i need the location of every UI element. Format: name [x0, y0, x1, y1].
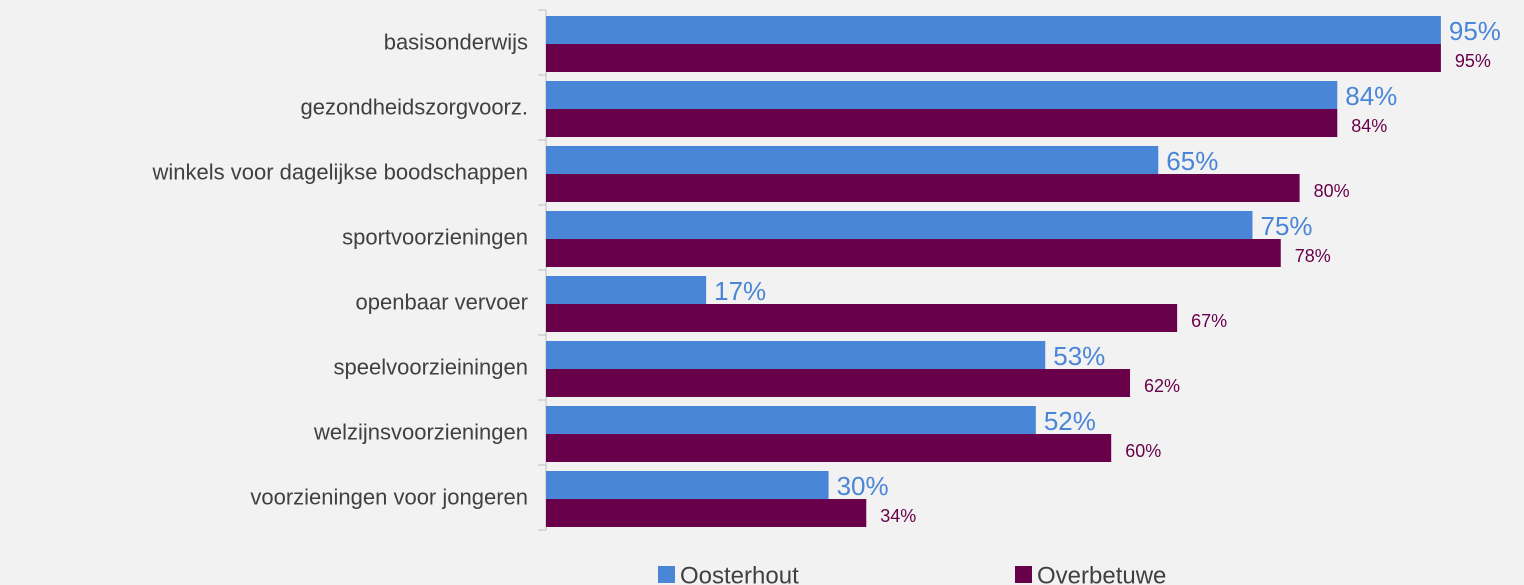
bar: [546, 109, 1338, 137]
bar: [546, 239, 1281, 267]
bar: [546, 211, 1253, 239]
value-label: 17%: [714, 276, 766, 306]
bar: [546, 174, 1300, 202]
bar: [546, 471, 829, 499]
value-label: 95%: [1455, 51, 1491, 71]
category-label: openbaar vervoer: [356, 289, 528, 314]
bar: [546, 499, 867, 527]
value-label: 60%: [1125, 441, 1161, 461]
value-label: 84%: [1351, 116, 1387, 136]
legend-label: Oosterhout: [680, 562, 799, 585]
category-label: welzijnsvoorzieningen: [313, 419, 528, 444]
value-label: 65%: [1166, 146, 1218, 176]
bar: [546, 146, 1159, 174]
category-label: gezondheidszorgvoorz.: [301, 94, 528, 119]
bar: [546, 369, 1131, 397]
bar: [546, 81, 1338, 109]
value-label: 67%: [1191, 311, 1227, 331]
category-label: voorzieningen voor jongeren: [250, 484, 528, 509]
value-label: 52%: [1044, 406, 1096, 436]
value-label: 75%: [1261, 211, 1313, 241]
bar: [546, 276, 707, 304]
category-label: sportvoorzieningen: [342, 224, 528, 249]
bar: [546, 434, 1112, 462]
value-label: 62%: [1144, 376, 1180, 396]
value-label: 84%: [1345, 81, 1397, 111]
bar: [546, 16, 1441, 44]
value-label: 30%: [837, 471, 889, 501]
legend-swatch: [1015, 566, 1032, 583]
value-label: 34%: [880, 506, 916, 526]
legend-swatch: [658, 566, 675, 583]
category-label: basisonderwijs: [384, 29, 528, 54]
bar: [546, 341, 1046, 369]
category-label: speelvoorzieiningen: [334, 354, 528, 379]
value-label: 78%: [1295, 246, 1331, 266]
bar: [546, 406, 1036, 434]
value-label: 95%: [1449, 16, 1501, 46]
category-label: winkels voor dagelijkse boodschappen: [152, 159, 528, 184]
bar: [546, 304, 1178, 332]
value-label: 53%: [1053, 341, 1105, 371]
value-label: 80%: [1314, 181, 1350, 201]
legend-label: Overbetuwe: [1037, 562, 1166, 585]
bar: [546, 44, 1441, 72]
